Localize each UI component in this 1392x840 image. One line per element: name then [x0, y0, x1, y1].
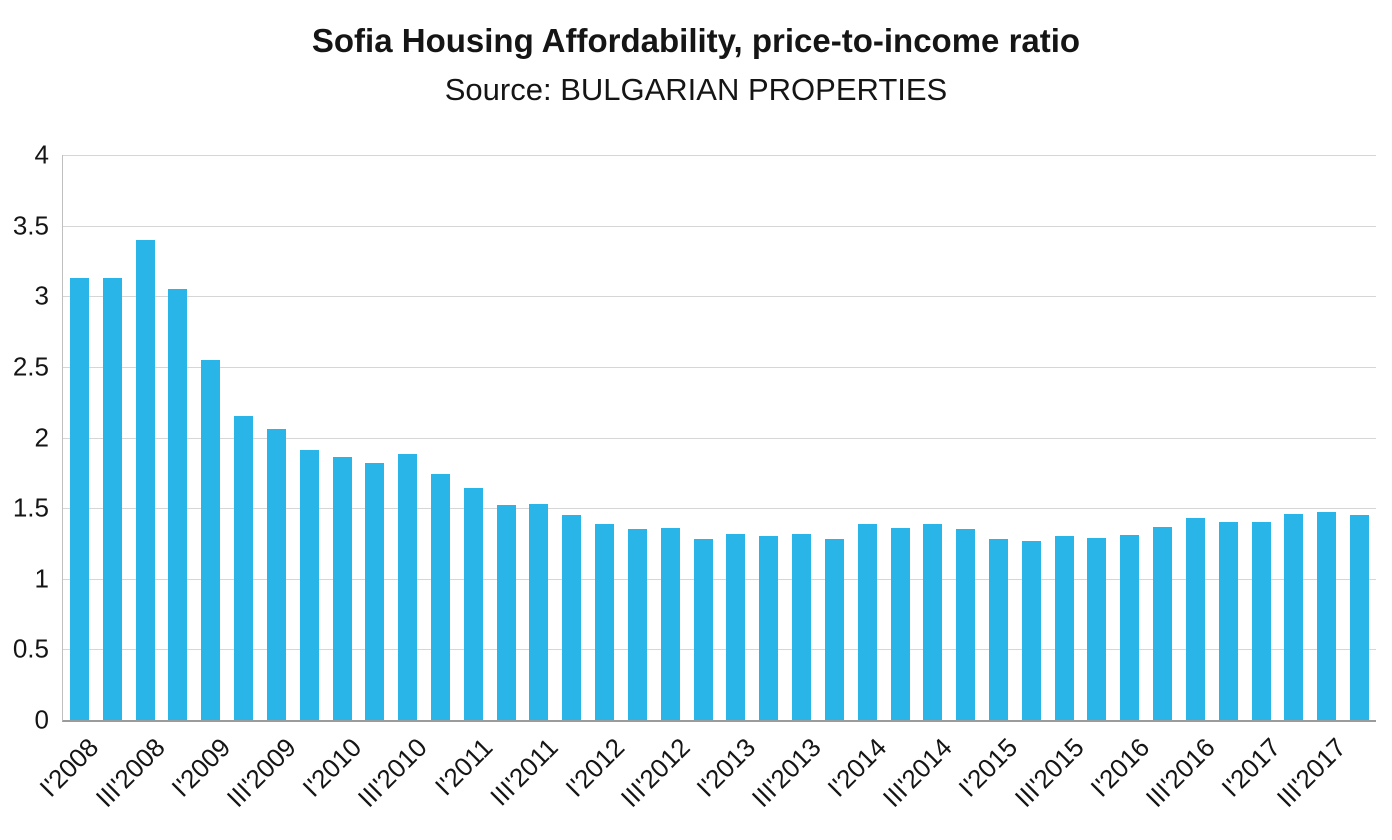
bar-IV'2017 — [1350, 515, 1370, 720]
bar-I'2011 — [463, 488, 483, 720]
x-axis-tick-label: III'2010 — [351, 732, 433, 813]
y-axis-tick-label: 2.5 — [12, 351, 49, 382]
bar-IV'2009 — [299, 450, 319, 720]
bar-I'2017 — [1251, 522, 1271, 720]
gridline — [63, 155, 1376, 156]
bar-IV'2010 — [430, 474, 450, 720]
bar-III'2016 — [1185, 518, 1205, 720]
x-axis-tick-label: III'2008 — [89, 732, 171, 813]
bar-II'2012 — [627, 529, 647, 720]
bar-III'2013 — [792, 533, 812, 720]
bar-III'2015 — [1054, 536, 1074, 720]
y-axis-tick-label: 1.5 — [12, 492, 49, 523]
bar-IV'2008 — [168, 289, 188, 720]
gridline — [63, 437, 1376, 439]
bar-IV'2014 — [956, 529, 976, 720]
bar-IV'2011 — [562, 515, 582, 720]
y-axis-tick-label: 2 — [34, 422, 49, 452]
gridline — [63, 578, 1376, 580]
bar-IV'2015 — [1087, 537, 1107, 720]
bar-III'2009 — [266, 429, 286, 720]
gridline — [63, 649, 1376, 651]
bar-III'2010 — [398, 454, 418, 720]
bar-II'2017 — [1284, 513, 1304, 720]
gridline — [63, 296, 1376, 298]
bar-II'2010 — [365, 462, 385, 720]
x-axis-tick-label: III'2014 — [877, 732, 959, 813]
x-axis-tick-label: III'2012 — [614, 732, 696, 813]
bar-I'2013 — [726, 533, 746, 720]
bar-II'2013 — [759, 536, 779, 720]
x-axis-tick-label: III'2011 — [484, 732, 565, 812]
bar-III'2017 — [1317, 512, 1337, 720]
bar-I'2015 — [989, 539, 1008, 720]
plot-area: 4 3.5 3 2.5 2 1.5 1 0.5 0 I'2008 III'2008 I'2009 III… — [13, 140, 1376, 813]
chart-title: Sofia Housing Affordability, price-to-in… — [311, 22, 1081, 59]
gridline — [63, 225, 1376, 227]
bar-III'2011 — [529, 503, 549, 720]
y-axis-tick-label: 3 — [34, 280, 49, 311]
bar-IV'2016 — [1218, 522, 1238, 720]
bar-II'2009 — [234, 416, 254, 720]
bar-IV'2013 — [824, 539, 844, 720]
y-axis-tick-label: 1 — [34, 563, 49, 594]
bar-III'2012 — [660, 527, 680, 720]
bar-I'2014 — [857, 523, 877, 720]
bar-III'2008 — [135, 239, 155, 720]
x-axis-tick-label: III'2013 — [745, 732, 827, 813]
bar-II'2014 — [890, 527, 910, 720]
bar-II'2016 — [1153, 526, 1173, 720]
x-axis-tick-label: III'2016 — [1139, 732, 1221, 813]
x-axis-tick-label: III'2009 — [220, 732, 302, 813]
y-axis-tick-label: 0.5 — [12, 633, 49, 664]
bar-I'2016 — [1120, 534, 1140, 720]
chart-subtitle: Source: BULGARIAN PROPERTIES — [444, 72, 948, 107]
y-axis-tick-label: 3.5 — [12, 210, 49, 241]
gridline — [63, 508, 1376, 510]
bar-III'2014 — [923, 523, 943, 720]
bar-I'2012 — [595, 523, 615, 720]
gridline — [63, 366, 1376, 368]
y-axis-tick-label: 0 — [34, 704, 49, 735]
bar-II'2015 — [1021, 540, 1041, 720]
x-axis-tick-label: III'2017 — [1271, 732, 1352, 813]
x-axis-tick-label: III'2015 — [1008, 732, 1090, 813]
bar-I'2008 — [69, 277, 89, 720]
bar-I'2009 — [201, 359, 221, 720]
bar-I'2010 — [332, 457, 352, 720]
y-axis-tick-label: 4 — [34, 139, 49, 170]
bar-II'2011 — [496, 505, 516, 720]
bar-II'2008 — [102, 277, 122, 720]
bar-IV'2012 — [693, 539, 713, 720]
